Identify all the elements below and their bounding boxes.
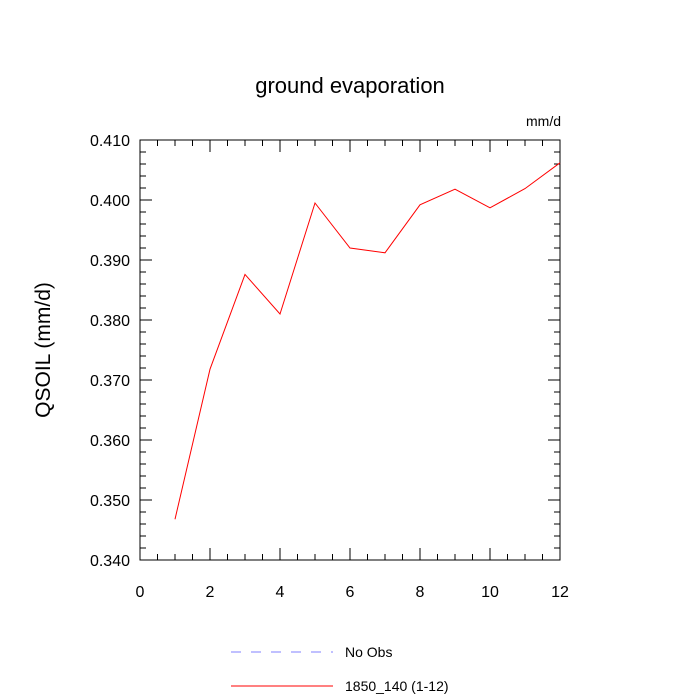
y-tick-label: 0.400 <box>90 193 130 210</box>
plot-frame <box>139 139 561 561</box>
series-line-1 <box>174 162 561 520</box>
x-tick-label: 10 <box>481 584 499 601</box>
y-axis-label: QSOIL (mm/d) <box>32 282 55 418</box>
y-tick-label: 0.410 <box>90 133 130 150</box>
x-tick-label: 12 <box>551 584 569 601</box>
tick-labels: 0 2 4 6 8 10 12 0.340 0.350 0.360 0.370 0.380 0.390 0… <box>90 133 569 601</box>
x-tick-label: 4 <box>276 584 285 601</box>
legend: No Obs 1850_140 (1-12) <box>231 644 449 694</box>
y-tick-label: 0.390 <box>90 253 130 270</box>
x-tick-label: 6 <box>346 584 355 601</box>
x-tick-label: 0 <box>136 584 145 601</box>
x-tick-label: 2 <box>206 584 215 601</box>
units-label: mm/d <box>526 113 561 129</box>
chart-title: ground evaporation <box>255 73 445 98</box>
legend-label-1: 1850_140 (1-12) <box>345 678 449 694</box>
y-tick-label: 0.350 <box>90 493 130 510</box>
y-tick-label: 0.380 <box>90 313 130 330</box>
axis-ticks <box>139 139 561 561</box>
y-tick-label: 0.370 <box>90 373 130 390</box>
x-tick-label: 8 <box>416 584 425 601</box>
y-tick-label: 0.340 <box>90 553 130 570</box>
series-layer <box>174 162 561 520</box>
y-tick-label: 0.360 <box>90 433 130 450</box>
legend-label-0: No Obs <box>345 644 392 660</box>
